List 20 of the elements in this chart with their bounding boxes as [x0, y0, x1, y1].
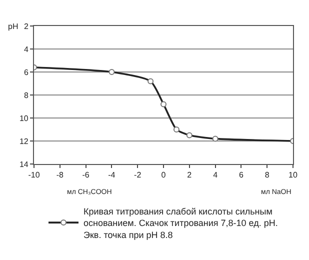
- y-tick-label: 14: [19, 160, 29, 169]
- x-tick-label: 0: [161, 170, 166, 180]
- y-axis-title: pH: [8, 22, 18, 31]
- y-tick-label: 4: [24, 44, 29, 54]
- x-tick-label: 6: [238, 170, 244, 180]
- x-tick-label: 8: [264, 170, 270, 180]
- x-tick-label: 10: [288, 170, 298, 180]
- y-tick-label: 6: [24, 68, 29, 77]
- y-tick-label: 8: [24, 90, 29, 100]
- x-tick-label: -10: [28, 170, 40, 180]
- x-tick-label: 4: [213, 170, 218, 180]
- x-tick-label: -8: [56, 170, 64, 180]
- x-tick-label: -4: [108, 170, 116, 180]
- y-tick-label: 2: [24, 22, 29, 31]
- x-tick-label: -6: [82, 170, 90, 180]
- y-tick-label: 12: [19, 136, 29, 146]
- x-tick-label: 2: [187, 170, 192, 180]
- x-tick-label: -2: [134, 170, 142, 180]
- y-tick-label: 10: [19, 114, 29, 123]
- legend-label: Кривая титрования слабой кислоты сильным основанием. Скачок титрования 7,8-10 ед. pH. Экв. точка при pH 8.8: [84, 206, 278, 240]
